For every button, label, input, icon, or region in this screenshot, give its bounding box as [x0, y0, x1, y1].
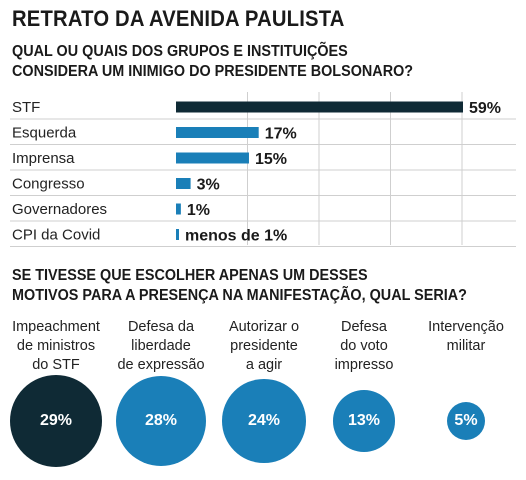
value-label: 59% — [469, 100, 501, 117]
bar — [176, 203, 181, 215]
bubble: 24% — [222, 379, 306, 463]
bubble-category-line: Autorizar o — [228, 319, 300, 335]
bubble-category-line: militar — [446, 338, 486, 354]
question-2: SE TIVESSE QUE ESCOLHER APENAS UM DESSES… — [12, 266, 467, 306]
bubble: 13% — [333, 390, 395, 452]
value-label: 15% — [255, 151, 287, 168]
bubble-category-line: do voto — [340, 338, 388, 354]
bubble-category-line: presidente — [230, 338, 298, 354]
bubble-category-line: liberdade — [131, 338, 191, 354]
question-1-line-2: CONSIDERA UM INIMIGO DO PRESIDENTE BOLSO… — [12, 63, 414, 80]
value-label: 1% — [187, 202, 210, 219]
bubble-column: Impeachment de ministros do STF — [4, 318, 108, 378]
category-label: Congresso — [12, 176, 85, 193]
bar — [176, 101, 463, 113]
bubble: 5% — [446, 401, 486, 441]
page-title: RETRATO DA AVENIDA PAULISTA — [12, 6, 345, 31]
bar-chart: STF 59% Esquerda 17% Imprensa 15% Congresso 3% G… — [10, 92, 516, 247]
value-label: menos de 1% — [185, 228, 287, 245]
bubble-category-label: Defesa do voto impresso — [312, 318, 416, 378]
bubble: 29% — [10, 375, 102, 467]
bar — [176, 178, 191, 189]
value-label: 17% — [265, 126, 297, 143]
category-label: Governadores — [12, 201, 107, 218]
bubble-value-label: 28% — [144, 411, 177, 429]
bubble-category-line: de ministros — [16, 338, 96, 354]
bubble-category-line: Impeachment — [12, 319, 100, 335]
bubble-column: Defesa do voto impresso — [312, 318, 416, 378]
bubble-category-label: Defesa da liberdade de expressão — [109, 318, 213, 378]
bubble-category-label: Impeachment de ministros do STF — [4, 318, 108, 378]
category-label: STF — [12, 99, 40, 116]
bubble-category-line: do STF — [32, 357, 80, 373]
bar — [176, 229, 179, 240]
category-label: Esquerda — [12, 125, 77, 142]
bubble-category-line: impresso — [334, 357, 394, 373]
bubble-value-label: 5% — [454, 411, 478, 429]
bubble-column: Defesa da liberdade de expressão — [109, 318, 213, 378]
bubble-category-line: de expressão — [117, 357, 205, 373]
bubble-column: Autorizar o presidente a agir — [212, 318, 316, 378]
bubble-column: Intervenção militar — [414, 318, 518, 378]
bubble-category-line: a agir — [245, 357, 283, 373]
bubble-chart: Impeachment de ministros do STF 29% Defesa d… — [0, 318, 526, 480]
bubble-value-label: 29% — [39, 412, 73, 429]
bar — [176, 127, 259, 138]
question-2-line-2: MOTIVOS PARA A PRESENÇA NA MANIFESTAÇÃO,… — [12, 287, 467, 304]
bubble-category-line: Defesa da — [127, 319, 195, 335]
bubble-value-label: 24% — [247, 411, 280, 429]
bubble-value-label: 13% — [347, 411, 380, 429]
category-label: CPI da Covid — [12, 227, 100, 244]
bubble-category-label: Intervenção militar — [414, 318, 518, 378]
value-label: 3% — [197, 177, 220, 194]
category-label: Imprensa — [12, 150, 75, 167]
bubble-category-label: Autorizar o presidente a agir — [212, 318, 316, 378]
bubble-category-line: Intervenção — [428, 319, 504, 335]
question-1-line-1: QUAL OU QUAIS DOS GRUPOS E INSTITUIÇÕES — [12, 43, 348, 60]
question-1: QUAL OU QUAIS DOS GRUPOS E INSTITUIÇÕES … — [12, 42, 413, 82]
question-2-line-1: SE TIVESSE QUE ESCOLHER APENAS UM DESSES — [12, 267, 368, 284]
bubble-category-line: Defesa — [341, 319, 387, 335]
bar — [176, 152, 249, 164]
bubble: 28% — [115, 375, 207, 467]
